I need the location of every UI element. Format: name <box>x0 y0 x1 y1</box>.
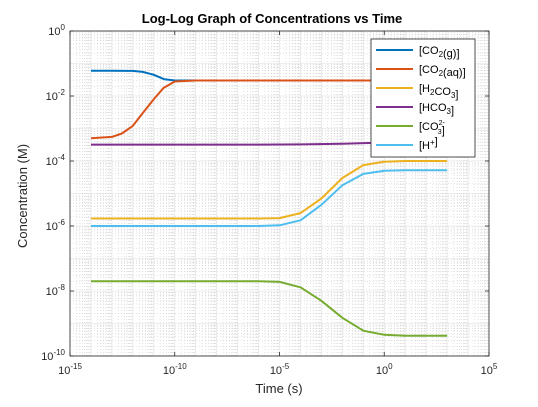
y-tick-label: 10-2 <box>46 88 66 103</box>
x-tick-label: 105 <box>481 362 498 377</box>
ticks <box>69 30 490 357</box>
y-tick-label: 10-10 <box>41 348 65 363</box>
y-tick-label: 100 <box>48 23 65 38</box>
x-axis-label: Time (s) <box>255 381 302 396</box>
legend-entry-label: [CO2-3] <box>419 120 445 137</box>
x-tick-label: 10-10 <box>163 362 187 377</box>
series-line <box>91 169 448 227</box>
chart-title: Log-Log Graph of Concentrations vs Time <box>142 11 403 26</box>
x-tick-label: 100 <box>376 362 393 377</box>
x-tick-label: 10-5 <box>270 362 290 377</box>
legend-entry-label: [H+] <box>419 136 438 152</box>
y-tick-label: 10-6 <box>46 218 66 233</box>
y-tick-label: 10-8 <box>46 283 66 298</box>
x-tick-label: 10-15 <box>58 362 82 377</box>
legend-box <box>370 38 476 158</box>
legend-entry-label: [HCO3] <box>419 102 454 117</box>
legend-entry-label: [CO2(aq)] <box>419 64 466 79</box>
legend: [CO2(g)] [CO2(aq)] [H2CO3][HCO3] [CO2-3][H+… <box>370 38 476 158</box>
legend-entry-label: [CO2(g)] <box>419 45 460 60</box>
tick-labels: 10-15 10-10 10-5 100 10510-1010-810-610-410-… <box>41 23 498 377</box>
y-tick-label: 10-4 <box>46 153 66 168</box>
series-line <box>91 280 448 337</box>
y-axis-label: Concentration (M) <box>15 144 30 248</box>
series-line <box>91 160 448 220</box>
legend-entry-label: [H2CO3] <box>419 83 458 101</box>
